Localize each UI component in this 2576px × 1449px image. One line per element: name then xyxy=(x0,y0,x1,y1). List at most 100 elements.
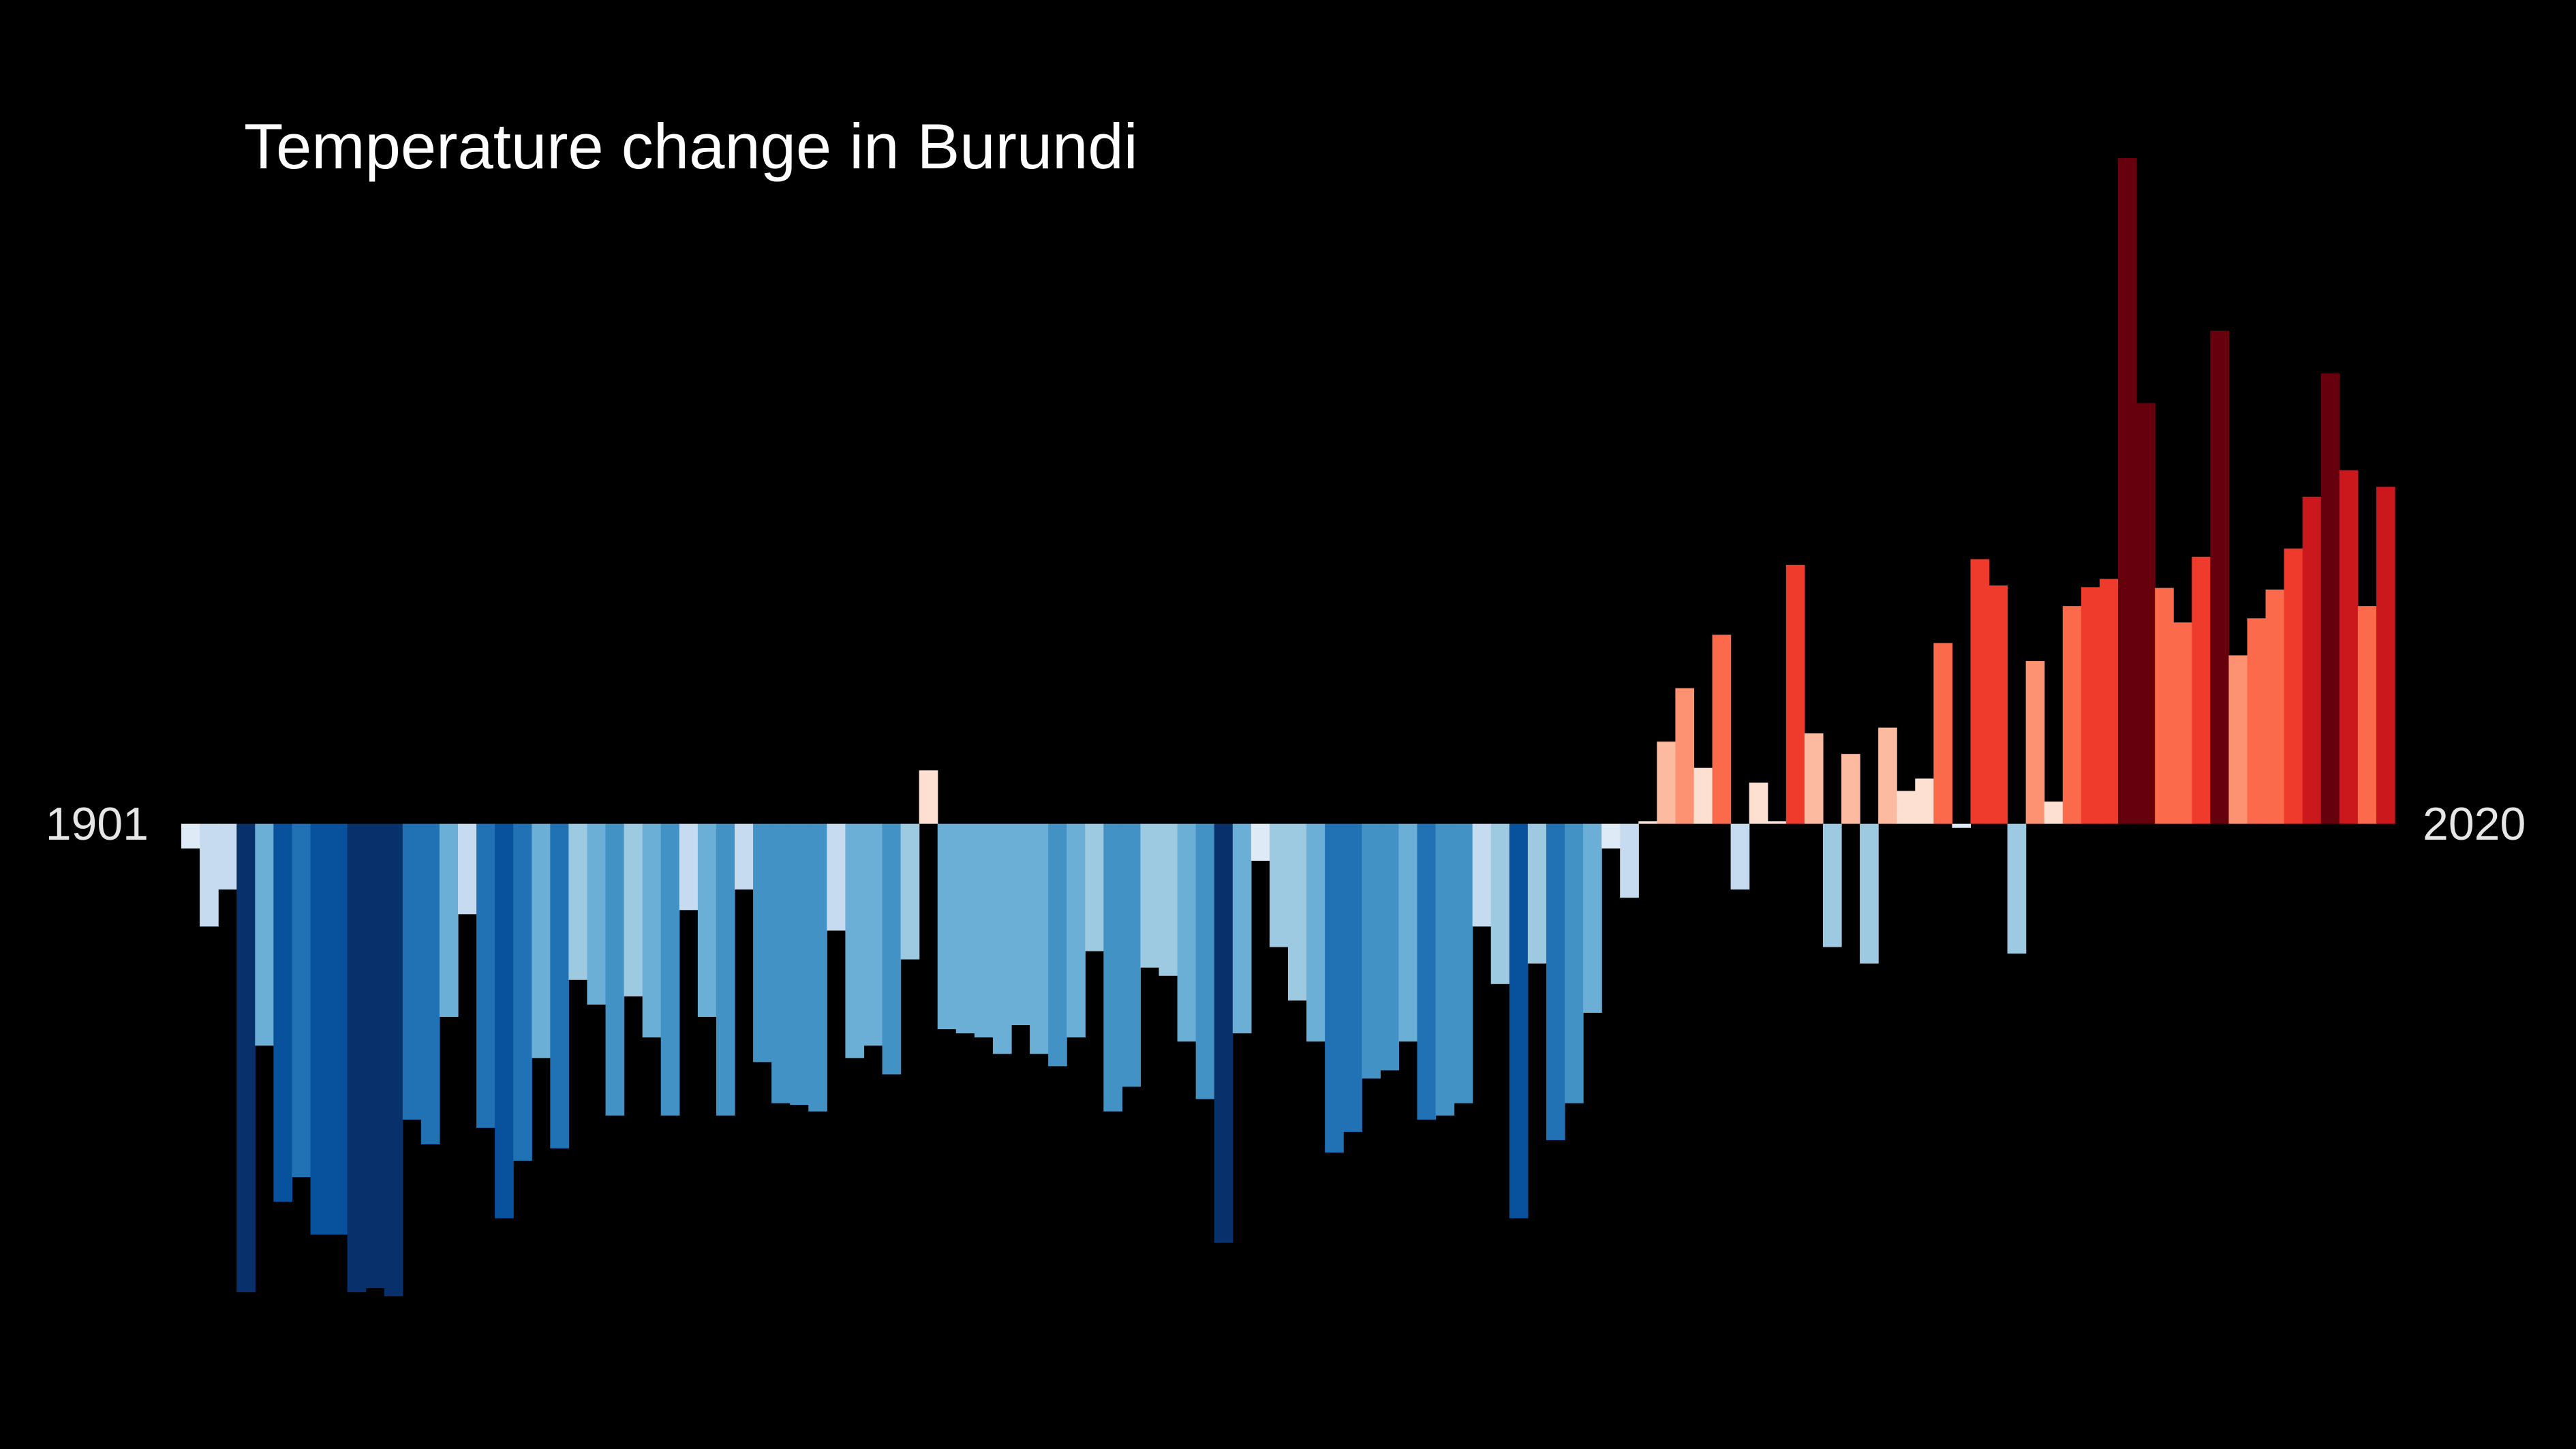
bar-1961 xyxy=(1288,823,1307,1001)
bar-1908 xyxy=(310,823,330,1235)
bar-2005 xyxy=(2099,579,2119,824)
bar-1954 xyxy=(1159,823,1178,976)
bar-1988 xyxy=(1785,564,1805,824)
bar-1959 xyxy=(1251,823,1270,861)
bar-1947 xyxy=(1030,823,1049,1054)
bar-1960 xyxy=(1269,823,1289,947)
bar-1943 xyxy=(955,823,975,1034)
bar-1998 xyxy=(1970,559,1990,824)
bar-1964 xyxy=(1343,823,1362,1132)
bar-1986 xyxy=(1749,782,1768,824)
bar-1925 xyxy=(624,823,643,996)
bar-1933 xyxy=(771,823,791,1103)
bar-1966 xyxy=(1380,823,1399,1071)
bar-1930 xyxy=(716,823,735,1116)
bar-1940 xyxy=(900,823,920,960)
bar-1903 xyxy=(218,823,237,890)
bar-2015 xyxy=(2284,548,2303,824)
bar-2012 xyxy=(2228,655,2248,824)
bar-1931 xyxy=(735,823,754,890)
bar-1985 xyxy=(1730,823,1750,890)
bar-1984 xyxy=(1712,635,1732,824)
bar-2002 xyxy=(2044,802,2064,824)
bar-1915 xyxy=(439,823,459,1018)
bar-1981 xyxy=(1657,742,1676,824)
bar-1983 xyxy=(1693,767,1713,824)
bar-1980 xyxy=(1638,821,1657,824)
bar-1948 xyxy=(1048,823,1067,1067)
bar-1927 xyxy=(660,823,680,1116)
chart-title: Temperature change in Burundi xyxy=(244,110,1138,182)
bar-2017 xyxy=(2320,373,2340,824)
bar-1923 xyxy=(587,823,607,1005)
bar-1950 xyxy=(1085,823,1104,951)
bar-1957 xyxy=(1214,823,1233,1243)
bar-1978 xyxy=(1601,823,1621,849)
end-year-label: 2020 xyxy=(2423,798,2526,850)
bar-1902 xyxy=(200,823,219,927)
bar-1999 xyxy=(1989,585,2008,824)
start-year-label: 1901 xyxy=(46,798,149,850)
bar-1936 xyxy=(827,823,846,931)
bar-1937 xyxy=(845,823,865,1058)
bar-2018 xyxy=(2339,470,2359,824)
bar-2008 xyxy=(2155,588,2174,824)
bar-1929 xyxy=(697,823,717,1018)
bar-1914 xyxy=(420,823,440,1144)
bar-1962 xyxy=(1306,823,1325,1042)
bar-1994 xyxy=(1897,791,1916,824)
bar-1992 xyxy=(1860,823,1879,964)
bar-1953 xyxy=(1140,823,1160,968)
bar-1951 xyxy=(1103,823,1122,1112)
bar-1972 xyxy=(1490,823,1510,984)
bar-1968 xyxy=(1417,823,1437,1120)
bar-1944 xyxy=(974,823,994,1038)
bar-1919 xyxy=(513,823,532,1161)
bar-1909 xyxy=(328,823,348,1235)
bar-2016 xyxy=(2302,496,2322,824)
bar-1932 xyxy=(753,823,772,1063)
bar-1945 xyxy=(992,823,1012,1054)
bar-1921 xyxy=(550,823,569,1148)
bar-2001 xyxy=(2025,660,2045,824)
bar-2007 xyxy=(2136,403,2156,824)
bar-1920 xyxy=(532,823,551,1058)
bar-1979 xyxy=(1620,823,1639,898)
bar-2014 xyxy=(2265,590,2285,824)
bar-2010 xyxy=(2192,556,2211,824)
bar-2019 xyxy=(2357,606,2377,824)
bar-1965 xyxy=(1362,823,1381,1079)
bar-2004 xyxy=(2081,587,2100,824)
bar-1912 xyxy=(384,823,403,1296)
bar-1939 xyxy=(882,823,902,1075)
bar-2006 xyxy=(2118,158,2137,824)
bar-1913 xyxy=(402,823,422,1120)
bar-1970 xyxy=(1454,823,1473,1103)
bar-1989 xyxy=(1804,733,1824,824)
bar-1942 xyxy=(937,823,957,1030)
bar-2000 xyxy=(2007,823,2027,954)
bar-1976 xyxy=(1565,823,1584,1103)
bar-2020 xyxy=(2376,487,2395,824)
bar-1987 xyxy=(1767,821,1787,824)
bar-1991 xyxy=(1841,754,1860,824)
bar-1997 xyxy=(1952,823,1972,828)
bar-1946 xyxy=(1011,823,1030,1026)
bar-1974 xyxy=(1527,823,1547,964)
bar-1938 xyxy=(863,823,883,1046)
bar-1917 xyxy=(476,823,495,1128)
bar-1963 xyxy=(1325,823,1344,1153)
bar-1955 xyxy=(1177,823,1197,1042)
bar-1904 xyxy=(236,823,256,1292)
bar-1941 xyxy=(919,770,938,824)
bar-2013 xyxy=(2247,618,2267,824)
bar-1907 xyxy=(292,823,311,1178)
bar-1958 xyxy=(1232,823,1252,1034)
bar-1956 xyxy=(1195,823,1215,1099)
bar-1918 xyxy=(495,823,514,1219)
bar-1934 xyxy=(790,823,809,1105)
bar-1926 xyxy=(642,823,662,1038)
bar-1906 xyxy=(273,823,292,1202)
bar-1996 xyxy=(1933,643,1952,824)
